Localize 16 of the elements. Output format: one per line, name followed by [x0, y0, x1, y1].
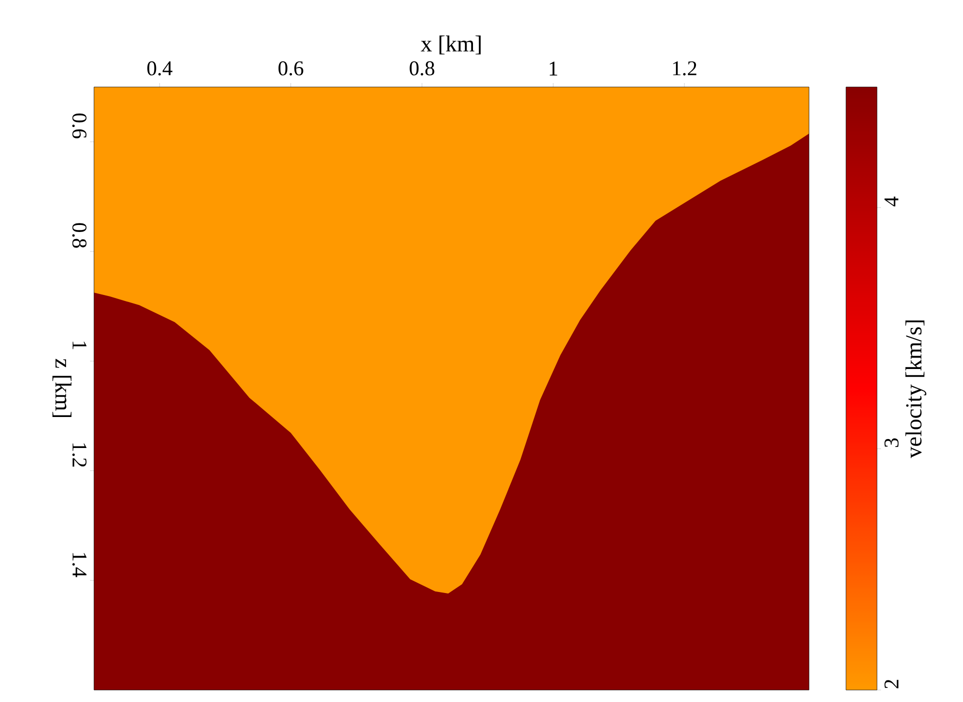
y-tick-label: 0.6	[72, 114, 86, 138]
x-tick-label: 0.6	[278, 61, 304, 76]
y-axis-title: z [km]	[52, 358, 72, 418]
color-bar-label: 4	[884, 196, 898, 206]
y-tick-label: 0.8	[72, 223, 86, 248]
y-tick-label: 1.2	[72, 444, 86, 467]
x-tick-label: 0.4	[147, 61, 172, 76]
x-tick-label: 1	[550, 62, 558, 76]
y-tick-label: 1.4	[72, 553, 86, 578]
x-tick-label: 1.2	[673, 61, 696, 76]
x-axis-title: x [km]	[420, 35, 481, 54]
color-bar-title: velocity [km/s]	[905, 320, 926, 458]
color-bar-label: 3	[884, 438, 899, 448]
x-tick-label: 0.8	[410, 61, 434, 76]
color-bar-label: 2	[884, 680, 898, 688]
y-tick-label: 1	[72, 342, 86, 350]
